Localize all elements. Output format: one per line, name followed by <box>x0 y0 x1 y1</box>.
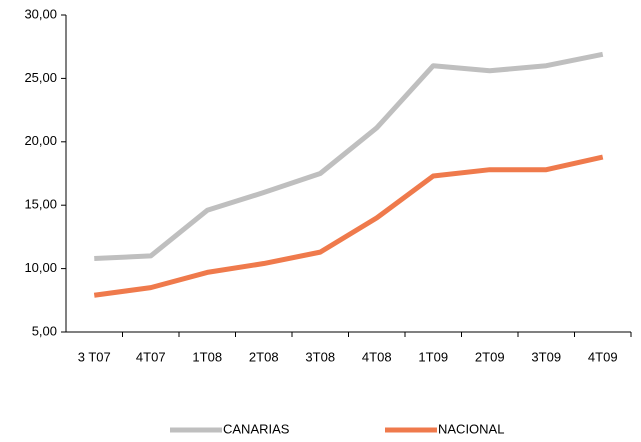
y-tick-label: 20,00 <box>24 133 57 148</box>
legend-label: CANARIAS <box>223 421 290 436</box>
x-tick-label: 1T08 <box>192 349 222 364</box>
y-tick-label: 15,00 <box>24 197 57 212</box>
y-tick-label: 30,00 <box>24 6 57 21</box>
series-line <box>94 51 604 261</box>
x-tick-label: 4T09 <box>588 349 618 364</box>
legend-label: NACIONAL <box>438 421 504 436</box>
series-line <box>93 154 604 298</box>
x-tick-label: 3T09 <box>531 349 561 364</box>
x-tick-label: 3 T07 <box>78 349 111 364</box>
x-tick-label: 2T08 <box>249 349 279 364</box>
x-tick-label: 4T08 <box>362 349 392 364</box>
x-tick-label: 3T08 <box>305 349 335 364</box>
x-tick-label: 2T09 <box>475 349 505 364</box>
y-tick-label: 10,00 <box>24 260 57 275</box>
x-tick-label: 1T09 <box>418 349 448 364</box>
y-tick-label: 5,00 <box>32 323 57 338</box>
y-tick-label: 25,00 <box>24 70 57 85</box>
x-tick-label: 4T07 <box>136 349 166 364</box>
